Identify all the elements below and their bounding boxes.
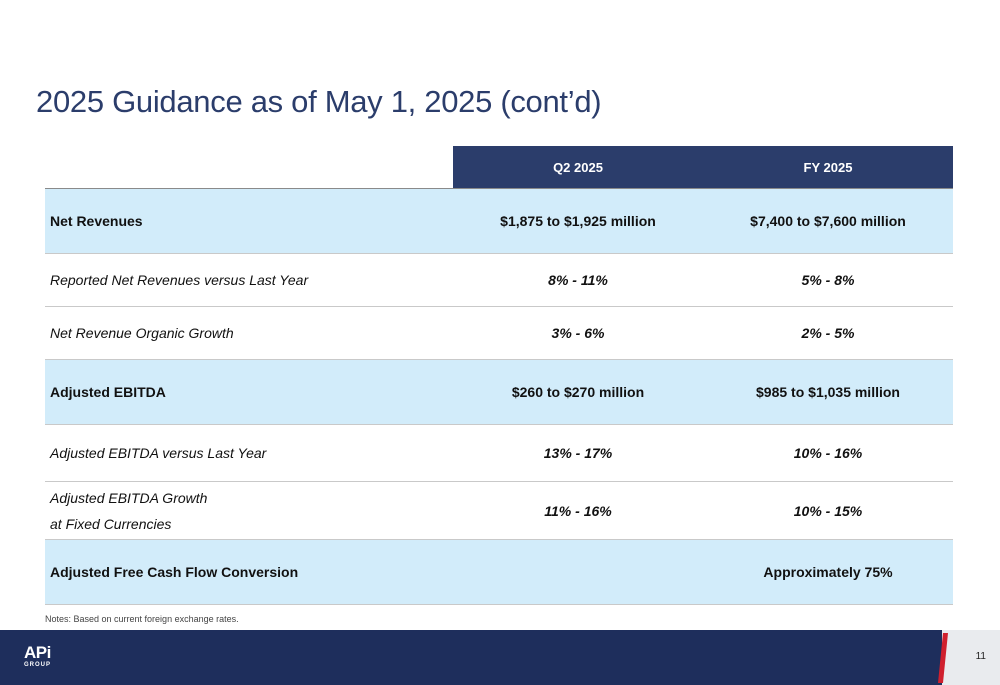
row-label: Adjusted EBITDA versus Last Year: [50, 445, 267, 461]
logo-main-text: APi: [24, 643, 51, 662]
fy-value: 2% - 5%: [801, 325, 855, 341]
page-title: 2025 Guidance as of May 1, 2025 (cont’d): [36, 84, 602, 119]
table-row-net-revenues: Net Revenues $1,875 to $1,925 million $7…: [45, 189, 953, 254]
q2-value: $1,875 to $1,925 million: [500, 213, 656, 229]
q2-value: 8% - 11%: [548, 272, 608, 288]
row-label: Net Revenue Organic Growth: [50, 325, 234, 341]
row-label: Reported Net Revenues versus Last Year: [50, 272, 309, 288]
row-label: Adjusted EBITDA: [50, 384, 166, 400]
fy-value: $985 to $1,035 million: [756, 384, 900, 400]
row-label: Adjusted Free Cash Flow Conversion: [50, 564, 299, 580]
q2-value: 11% - 16%: [544, 502, 612, 519]
table-row-free-cash-flow-conversion: Adjusted Free Cash Flow Conversion Appro…: [45, 540, 953, 605]
footnote: Notes: Based on current foreign exchange…: [45, 614, 239, 624]
table-row-ebitda-growth-fixed-currencies: Adjusted EBITDA Growth at Fixed Currenci…: [45, 482, 953, 540]
header-fy-2025: FY 2025: [703, 146, 953, 188]
row-label-line-1: Adjusted EBITDA Growth: [50, 489, 208, 506]
row-label-line-2: at Fixed Currencies: [50, 515, 172, 532]
q2-value: $260 to $270 million: [511, 384, 645, 400]
table-row-adjusted-ebitda: Adjusted EBITDA $260 to $270 million $98…: [45, 360, 953, 425]
fy-value: 10% - 15%: [793, 502, 863, 519]
row-label: Net Revenues: [50, 213, 143, 229]
fy-value: Approximately 75%: [763, 564, 893, 580]
q2-value: 13% - 17%: [543, 445, 613, 461]
page-number: 11: [975, 651, 986, 662]
footer-bar: [0, 630, 1000, 685]
table-row-organic-growth: Net Revenue Organic Growth 3% - 6% 2% - …: [45, 307, 953, 360]
table-row-reported-net-revenues: Reported Net Revenues versus Last Year 8…: [45, 254, 953, 307]
fy-value: 10% - 16%: [793, 445, 863, 461]
table-header-row: Q2 2025 FY 2025: [45, 146, 953, 189]
table-row-ebitda-vs-last-year: Adjusted EBITDA versus Last Year 13% - 1…: [45, 425, 953, 482]
guidance-table: Q2 2025 FY 2025 Net Revenues $1,875 to $…: [45, 146, 953, 605]
red-slash-icon: [938, 633, 948, 683]
fy-value: $7,400 to $7,600 million: [750, 213, 906, 229]
row-label: Adjusted EBITDA Growth at Fixed Currenci…: [45, 485, 453, 537]
header-q2-2025: Q2 2025: [453, 146, 703, 188]
footer-corner: [942, 630, 1000, 685]
q2-value: 3% - 6%: [551, 325, 605, 341]
company-logo: APi GROUP: [24, 644, 51, 669]
logo-sub-text: GROUP: [24, 662, 52, 668]
fy-value: 5% - 8%: [801, 272, 855, 288]
